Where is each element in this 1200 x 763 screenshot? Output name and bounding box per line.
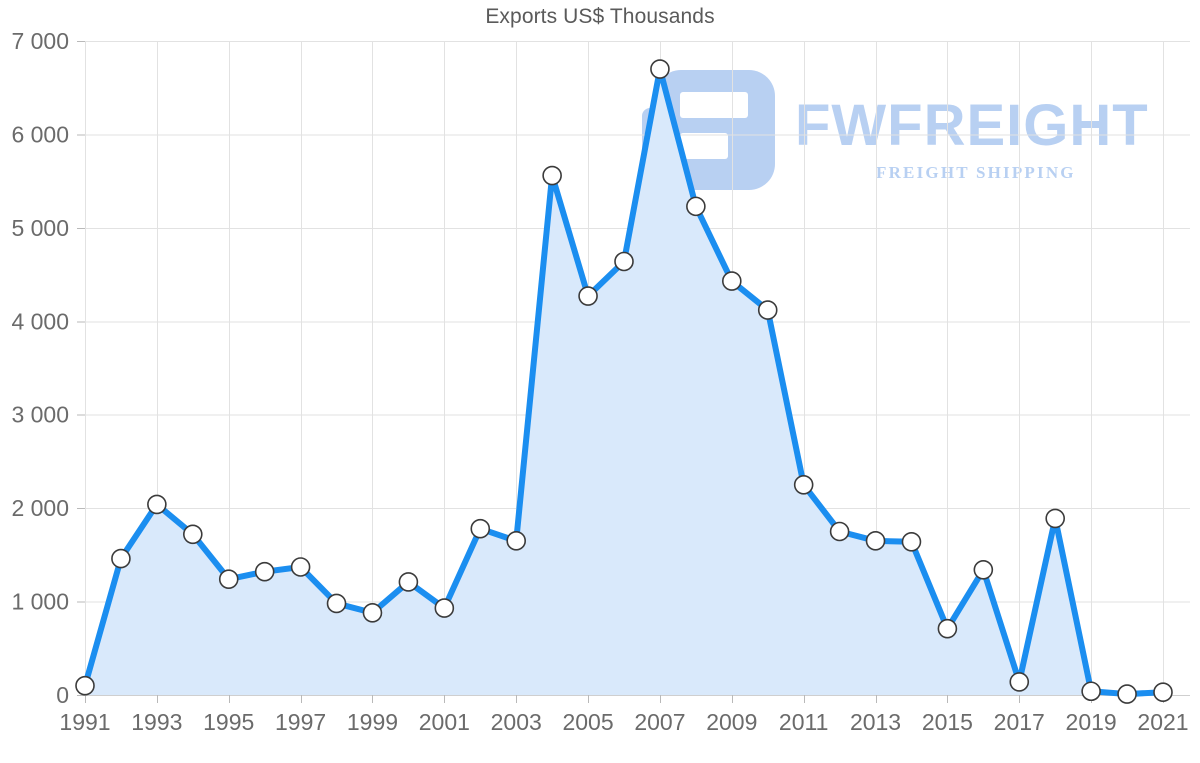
data-point-marker[interactable] — [254, 561, 275, 582]
x-axis-tick-label: 2003 — [491, 709, 542, 735]
data-point-marker[interactable] — [650, 59, 670, 79]
x-axis-tick-label: 1995 — [203, 709, 254, 735]
data-point-marker[interactable] — [901, 531, 922, 552]
x-axis-tick-label: 1993 — [131, 709, 182, 735]
data-point-marker[interactable] — [470, 518, 491, 539]
data-point-marker[interactable] — [290, 557, 311, 577]
x-axis-tick-label: 2001 — [419, 709, 470, 735]
data-point-marker[interactable] — [398, 572, 419, 592]
x-axis-tick-label: 1991 — [59, 709, 110, 735]
x-axis-tick-label: 2013 — [850, 709, 901, 735]
data-point-marker[interactable] — [937, 618, 958, 639]
x-axis-tick-labels: 1991 1993 1995 1997 1999 2001 2003 2005 2007 2009… — [59, 709, 1188, 735]
x-axis-tick-label: 2017 — [994, 709, 1045, 735]
data-point-marker[interactable] — [829, 521, 850, 542]
watermark-brand-text: FWFREIGHT — [795, 93, 1149, 158]
data-point-marker[interactable] — [434, 598, 455, 618]
data-point-marker[interactable] — [147, 494, 167, 515]
y-axis-tick-label: 4 000 — [11, 308, 69, 334]
chart-title: Exports US$ Thousands — [485, 5, 715, 28]
y-axis-tick-labels: 0 1 000 2 000 3 000 4 000 5 000 6 000 7 000 — [11, 28, 69, 708]
data-point-marker[interactable] — [362, 602, 383, 623]
data-point-marker[interactable] — [578, 286, 598, 306]
data-point-marker[interactable] — [1117, 684, 1137, 704]
x-axis-tick-label: 2021 — [1137, 709, 1188, 735]
x-axis-tick-label: 2019 — [1066, 709, 1117, 735]
data-point-marker[interactable] — [1009, 672, 1030, 692]
data-point-marker[interactable] — [1045, 508, 1065, 529]
data-point-marker[interactable] — [614, 251, 634, 272]
x-axis-tick-label: 1997 — [275, 709, 326, 735]
area-fill — [85, 69, 1163, 695]
y-axis-tick-label: 5 000 — [11, 215, 69, 241]
y-axis-tick-label: 1 000 — [11, 589, 69, 615]
watermark-tagline-text: FREIGHT SHIPPING — [876, 163, 1076, 182]
data-point-marker[interactable] — [506, 531, 527, 551]
y-axis-tick-label: 7 000 — [11, 28, 69, 54]
data-point-marker[interactable] — [326, 593, 347, 614]
data-point-marker[interactable] — [111, 548, 131, 569]
x-axis-tick-label: 2007 — [634, 709, 685, 735]
data-point-marker[interactable] — [75, 675, 95, 696]
y-axis-tick-label: 2 000 — [11, 495, 69, 521]
y-axis-tick-label: 0 — [56, 682, 69, 708]
data-point-marker[interactable] — [686, 196, 706, 217]
data-point-marker[interactable] — [865, 531, 886, 551]
data-markers — [75, 59, 1173, 704]
data-point-marker[interactable] — [1153, 682, 1173, 703]
x-axis-tick-label: 2011 — [779, 709, 828, 735]
data-point-marker[interactable] — [1081, 681, 1101, 702]
data-point-marker[interactable] — [757, 300, 778, 320]
y-axis-tick-label: 3 000 — [11, 402, 69, 428]
data-point-marker[interactable] — [973, 560, 994, 580]
data-point-marker[interactable] — [218, 569, 239, 589]
x-axis-tick-label: 1999 — [347, 709, 398, 735]
data-point-marker[interactable] — [183, 524, 203, 545]
x-axis-tick-label: 2015 — [922, 709, 973, 735]
data-point-marker[interactable] — [721, 271, 742, 291]
fwfreight-watermark: FWFREIGHT FREIGHT SHIPPING — [642, 70, 1149, 190]
y-axis-tick-label: 6 000 — [11, 121, 69, 147]
data-point-marker[interactable] — [793, 474, 814, 495]
x-axis-tick-label: 2005 — [562, 709, 613, 735]
data-point-marker[interactable] — [542, 165, 562, 186]
x-axis-tick-label: 2009 — [706, 709, 757, 735]
